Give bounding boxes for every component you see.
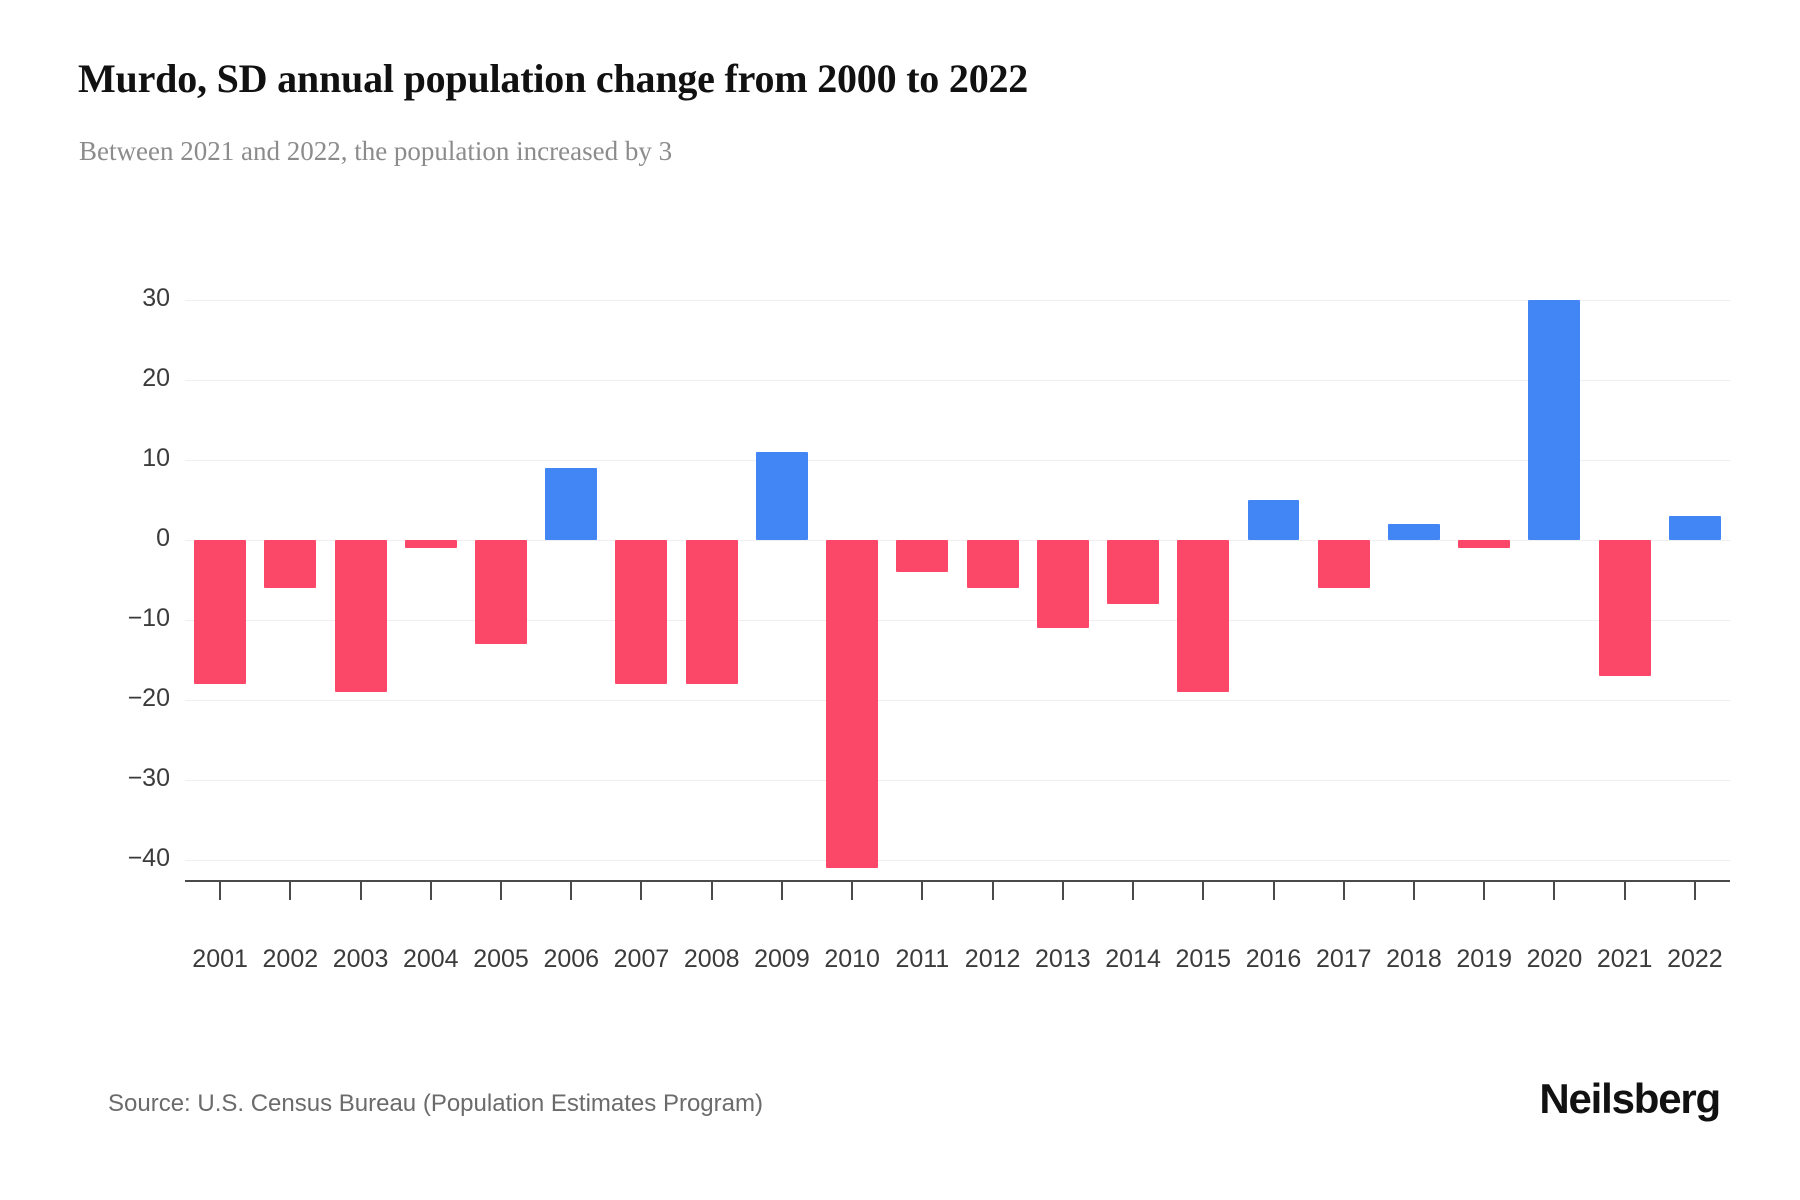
y-axis-tick-label: 20 bbox=[142, 364, 170, 392]
x-axis-tick-label: 2003 bbox=[332, 945, 389, 973]
gridline bbox=[185, 620, 1730, 621]
x-axis-tick-label: 2019 bbox=[1456, 945, 1513, 973]
x-axis-tick bbox=[921, 882, 924, 900]
bar-2013[interactable] bbox=[1036, 540, 1089, 628]
x-axis-line bbox=[185, 880, 1730, 882]
bar-2001[interactable] bbox=[194, 540, 247, 684]
x-axis-tick-label: 2007 bbox=[613, 945, 670, 973]
x-axis-tick bbox=[570, 882, 573, 900]
x-axis-tick bbox=[429, 882, 432, 900]
x-axis-tick bbox=[1061, 882, 1064, 900]
bar-2005[interactable] bbox=[475, 540, 527, 644]
x-axis-tick-label: 2008 bbox=[683, 945, 740, 973]
brand-logo: Neilsberg bbox=[1539, 1075, 1721, 1122]
bar-2021[interactable] bbox=[1598, 540, 1651, 676]
y-axis-tick-label: 30 bbox=[142, 284, 170, 312]
bar-2017[interactable] bbox=[1317, 540, 1370, 588]
x-axis-tick bbox=[500, 882, 503, 900]
bar-2016[interactable] bbox=[1247, 500, 1300, 540]
gridline bbox=[185, 780, 1730, 781]
bar-2018[interactable] bbox=[1387, 524, 1440, 540]
gridline bbox=[185, 460, 1730, 461]
x-axis-tick-label: 2015 bbox=[1175, 945, 1232, 973]
bar-2022[interactable] bbox=[1668, 516, 1721, 540]
x-axis-tick-label: 2009 bbox=[754, 945, 810, 973]
chart-subtitle: Between 2021 and 2022, the population in… bbox=[79, 136, 673, 166]
gridline bbox=[185, 860, 1730, 861]
x-axis-tick-label: 2020 bbox=[1526, 945, 1583, 973]
x-axis-tick-label: 2005 bbox=[473, 945, 529, 973]
x-axis-tick-label: 2002 bbox=[262, 945, 319, 973]
bar-2008[interactable] bbox=[685, 540, 738, 684]
y-axis-tick-label: −20 bbox=[127, 684, 170, 712]
x-axis-tick-label: 2004 bbox=[402, 945, 459, 973]
bar-2003[interactable] bbox=[334, 540, 387, 692]
x-axis-tick-label: 2014 bbox=[1105, 945, 1161, 973]
x-axis-tick bbox=[1412, 882, 1415, 900]
x-axis-tick bbox=[780, 882, 783, 900]
gridline bbox=[185, 700, 1730, 701]
source-note: Source: U.S. Census Bureau (Population E… bbox=[108, 1090, 763, 1117]
gridline bbox=[185, 300, 1730, 301]
y-axis-tick-label: −30 bbox=[127, 764, 170, 792]
x-axis-tick-label: 2001 bbox=[192, 945, 248, 973]
gridline bbox=[185, 380, 1730, 381]
bar-2010[interactable] bbox=[826, 540, 879, 868]
bar-2020[interactable] bbox=[1528, 300, 1581, 540]
plot-area bbox=[185, 300, 1730, 868]
x-axis-tick bbox=[1272, 882, 1275, 900]
x-axis-tick bbox=[219, 882, 222, 900]
x-axis-tick-label: 2011 bbox=[895, 945, 950, 973]
x-axis-tick-label: 2018 bbox=[1386, 945, 1442, 973]
x-axis-tick bbox=[1202, 882, 1205, 900]
y-axis-tick-label: 10 bbox=[142, 444, 170, 472]
bar-2012[interactable] bbox=[966, 540, 1019, 588]
x-axis-tick bbox=[289, 882, 292, 900]
x-axis-tick-label: 2017 bbox=[1315, 945, 1372, 973]
y-axis-tick-label: 0 bbox=[156, 524, 170, 552]
x-axis-tick-label: 2016 bbox=[1245, 945, 1302, 973]
x-axis-tick bbox=[1693, 882, 1696, 900]
gridline bbox=[185, 540, 1730, 541]
bar-series bbox=[185, 300, 1730, 868]
x-axis-tick bbox=[1132, 882, 1135, 900]
bar-2015[interactable] bbox=[1177, 540, 1230, 692]
bar-2019[interactable] bbox=[1458, 540, 1511, 548]
bar-2006[interactable] bbox=[545, 468, 598, 540]
bar-2002[interactable] bbox=[264, 540, 317, 588]
y-axis-tick-label: −10 bbox=[127, 604, 170, 632]
x-axis-tick-label: 2006 bbox=[543, 945, 600, 973]
x-axis-tick bbox=[1553, 882, 1556, 900]
bar-2004[interactable] bbox=[404, 540, 457, 548]
x-axis-tick-label: 2013 bbox=[1035, 945, 1091, 973]
x-axis-tick bbox=[710, 882, 713, 900]
bar-2009[interactable] bbox=[755, 452, 808, 540]
x-axis-tick bbox=[1623, 882, 1626, 900]
x-axis-tick bbox=[359, 882, 362, 900]
x-axis-tick bbox=[1483, 882, 1486, 900]
page-title: Murdo, SD annual population change from … bbox=[78, 56, 1029, 101]
bar-2014[interactable] bbox=[1107, 540, 1160, 604]
x-axis-tick bbox=[1342, 882, 1345, 900]
x-axis-tick-label: 2022 bbox=[1667, 945, 1723, 973]
bar-2011[interactable] bbox=[896, 540, 949, 572]
y-axis-tick-label: −40 bbox=[127, 844, 170, 872]
x-axis-tick-label: 2010 bbox=[824, 945, 880, 973]
x-axis-tick bbox=[991, 882, 994, 900]
x-axis-tick-label: 2021 bbox=[1596, 945, 1653, 973]
x-axis-tick-label: 2012 bbox=[964, 945, 1021, 973]
x-axis-tick bbox=[640, 882, 643, 900]
x-axis-tick bbox=[851, 882, 854, 900]
bar-2007[interactable] bbox=[615, 540, 668, 684]
